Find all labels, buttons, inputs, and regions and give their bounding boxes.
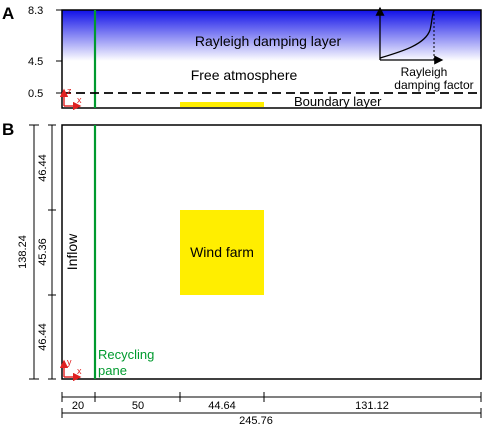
height-segment-1: 46.44 xyxy=(37,154,49,182)
panel-b-letter: B xyxy=(2,120,14,139)
rayleigh-damping-region xyxy=(62,10,481,61)
panel-a-axes-icon xyxy=(59,88,82,111)
width-segment-3: 44.64 xyxy=(208,400,236,412)
height-segment-2: 45.36 xyxy=(37,238,49,266)
axis-x-label-b: x xyxy=(77,366,82,376)
rayleigh-damping-label: Rayleigh damping layer xyxy=(195,33,342,49)
y-tick-8-3: 8.3 xyxy=(28,5,43,17)
height-dimension-lines xyxy=(29,124,56,380)
axis-y-label: y xyxy=(67,357,72,367)
y-tick-4-5: 4.5 xyxy=(28,56,43,68)
panel-b-domain-box xyxy=(61,124,482,380)
inset-label-line2: damping factor xyxy=(394,78,473,92)
panel-b-axes-icon xyxy=(59,359,82,382)
y-tick-0-5: 0.5 xyxy=(28,88,43,100)
wind-farm-side-view xyxy=(180,102,264,107)
wind-farm-top-view xyxy=(180,210,264,295)
width-total-label: 245.76 xyxy=(239,415,273,426)
wind-farm-label: Wind farm xyxy=(190,244,254,260)
height-segment-3: 46.44 xyxy=(37,323,49,351)
boundary-layer-label: Boundary layer xyxy=(294,94,382,109)
recycling-label-line2: pane xyxy=(98,363,127,378)
height-total-label: 138.24 xyxy=(17,235,29,269)
axis-z-label: z xyxy=(67,86,72,96)
width-dimension-lines xyxy=(61,392,482,418)
inset-label-line1: Rayleigh xyxy=(401,65,448,79)
panel-a-letter: A xyxy=(2,4,14,23)
free-atmosphere-label: Free atmosphere xyxy=(191,67,298,83)
inflow-label: Inflow xyxy=(64,233,80,270)
panel-a-y-axis xyxy=(56,9,62,94)
damping-factor-inset xyxy=(375,6,444,65)
recycling-label-line1: Recycling xyxy=(98,347,154,362)
axis-x-label-a: x xyxy=(77,95,82,105)
panel-a-domain-box xyxy=(61,9,482,109)
width-segment-1: 20 xyxy=(72,400,84,412)
width-segment-2: 50 xyxy=(132,400,144,412)
width-segment-4: 131.12 xyxy=(355,400,389,412)
